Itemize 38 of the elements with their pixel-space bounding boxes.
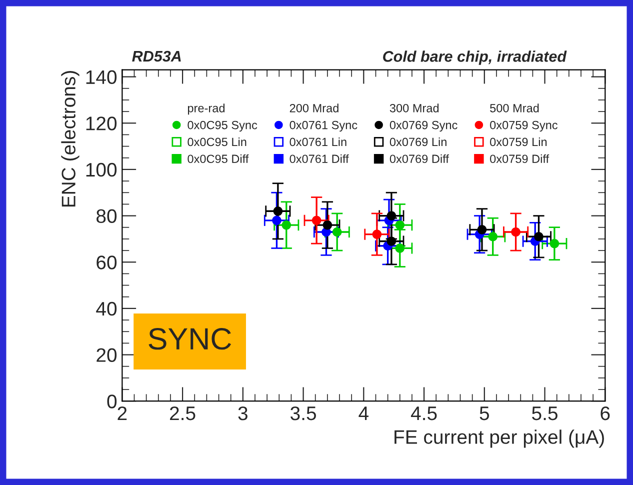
x-tick-label: 2.5	[170, 406, 196, 420]
x-tick-label: 5	[480, 406, 489, 420]
annotation: 300 Mrad	[390, 104, 439, 112]
legend-label: 0x0C95 Sync	[188, 120, 258, 132]
x-tick-label: 4.5	[410, 406, 437, 420]
y-tick-label: 120	[86, 116, 117, 130]
annotation: 200 Mrad	[290, 104, 338, 112]
legend-label: 0x0761 Sync	[290, 120, 358, 132]
legend-label: 0x0759 Lin	[490, 137, 547, 146]
chart-subtitle: Cold bare chip, irradiated	[383, 50, 567, 65]
y-tick-label: 80	[96, 209, 117, 224]
x-tick-label: 6	[600, 406, 610, 420]
legend-label: 0x0769 Sync	[390, 120, 458, 132]
y-axis-title: ENC (electrons)	[61, 71, 80, 207]
y-tick-label: 140	[86, 70, 117, 84]
x-tick-label: 5.5	[532, 406, 558, 420]
annotation: 500 Mrad	[490, 104, 539, 112]
y-tick-label: 40	[96, 302, 117, 316]
y-tick-label: 20	[96, 348, 117, 362]
x-tick-label: 2	[118, 406, 127, 420]
legend-label: 0x0759 Sync	[490, 120, 558, 132]
legend-label: 0x0C95 Lin	[188, 137, 246, 146]
x-axis-title: FE current per pixel (μA)	[394, 430, 604, 448]
legend-label: 0x0769 Lin	[390, 137, 446, 146]
legend-label: 0x0761 Lin	[290, 137, 346, 146]
x-tick-label: 3.5	[290, 406, 316, 420]
y-tick-label: 60	[96, 256, 117, 270]
chart-title: RD53A	[132, 50, 181, 62]
x-tick-label: 4	[358, 406, 368, 420]
x-tick-label: 3	[238, 406, 248, 420]
legend-label: 0x0C95 Diff	[188, 154, 249, 164]
annotation: SYNC	[148, 328, 232, 350]
y-tick-label: 100	[86, 162, 117, 177]
y-tick-label: 0	[107, 394, 117, 408]
annotation: pre-rad	[188, 104, 225, 115]
legend-label: 0x0761 Diff	[290, 154, 349, 164]
legend-label: 0x0759 Diff	[490, 154, 550, 164]
legend-label: 0x0769 Diff	[390, 154, 449, 164]
